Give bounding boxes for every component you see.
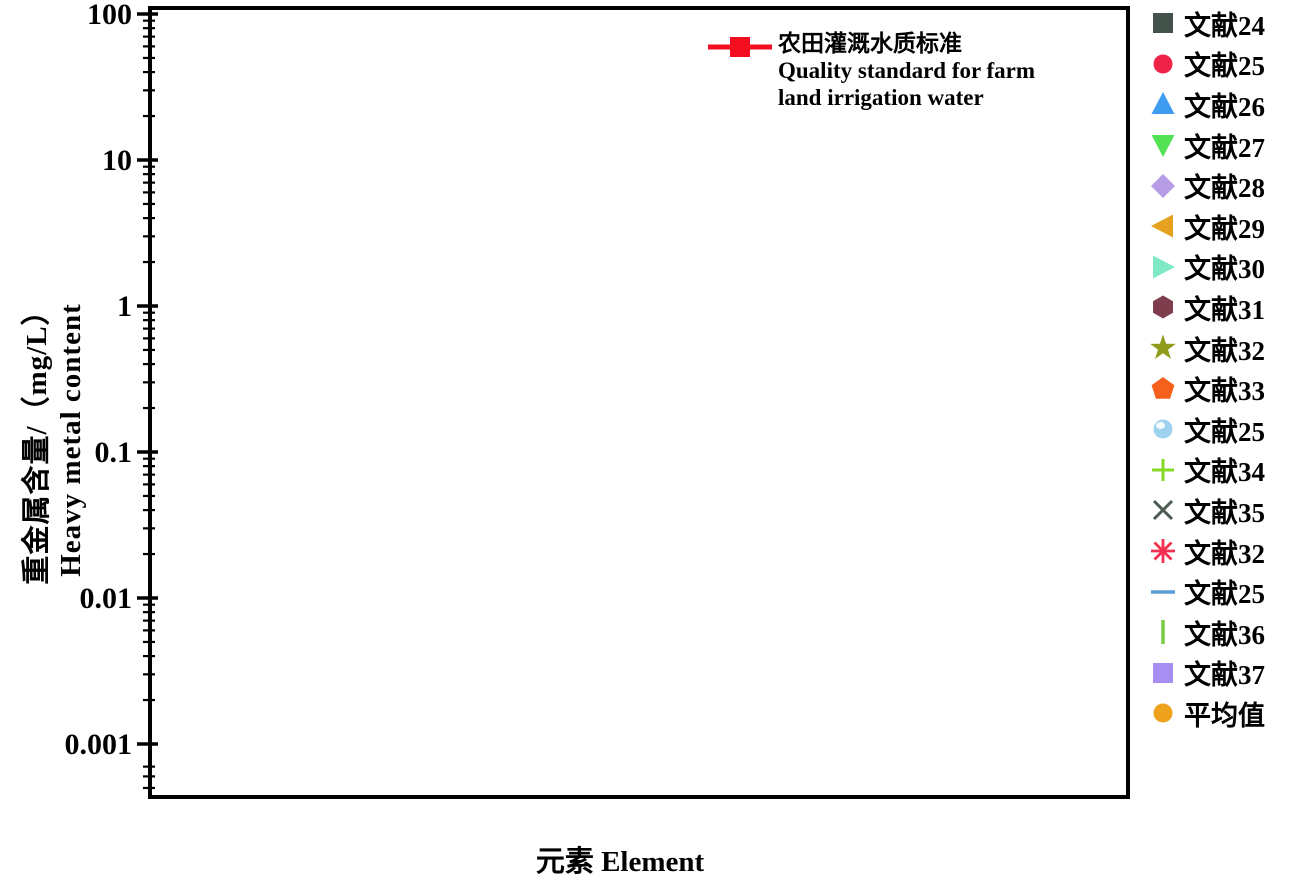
standard-line-label-en1: Quality standard for farm bbox=[778, 58, 1036, 83]
standard-line-legend: 农田灌溉水质标准 Quality standard for farm land … bbox=[706, 30, 1035, 111]
legend-label: 文献36 bbox=[1184, 619, 1265, 650]
legend-item-11: Zn 文献25 bbox=[1147, 409, 1265, 450]
svg-text:0.1: 0.1 bbox=[95, 436, 133, 469]
legend-marker-triangle-up-icon: Hg bbox=[1151, 92, 1175, 115]
legend-item-15: As 文献25 bbox=[1147, 571, 1265, 612]
legend-marker-circle-icon bbox=[1153, 54, 1173, 74]
legend-label: 文献34 bbox=[1184, 457, 1265, 488]
legend-item-14: 文献32 bbox=[1147, 531, 1265, 572]
legend-label: 文献26 bbox=[1184, 91, 1265, 122]
legend-item-18: 平均值 bbox=[1147, 693, 1265, 734]
legend-marker-star-icon: Pb bbox=[1150, 334, 1176, 359]
legend-label: 文献33 bbox=[1184, 376, 1265, 407]
legend-marker-circle-icon bbox=[1153, 703, 1173, 723]
legend-label: 文献27 bbox=[1184, 132, 1265, 163]
legend-marker-hdash-icon: As bbox=[1151, 589, 1175, 594]
legend-marker-plus-icon bbox=[1152, 458, 1174, 481]
legend-label: 文献30 bbox=[1184, 254, 1265, 285]
standard-line-label-cn: 农田灌溉水质标准 bbox=[778, 31, 962, 56]
legend-marker-diamond-icon: Cr bbox=[1151, 173, 1175, 198]
standard-line-label-en2: land irrigation water bbox=[778, 85, 984, 110]
legend-marker-sphere-icon: Zn bbox=[1153, 419, 1173, 439]
legend-item-10: 文献33 bbox=[1147, 368, 1265, 409]
legend-marker-triangle-left-icon bbox=[1151, 214, 1173, 238]
legend-item-6: 文献29 bbox=[1147, 206, 1265, 247]
legend-label: 文献25 bbox=[1184, 579, 1265, 610]
legend-marker-triangle-right-icon: Cd bbox=[1153, 255, 1175, 279]
legend-label: 文献31 bbox=[1184, 294, 1265, 325]
legend-label: 平均值 bbox=[1184, 700, 1265, 731]
legend-label: 文献28 bbox=[1184, 173, 1265, 204]
y-axis-title-en: Heavy metal content bbox=[54, 303, 87, 577]
legend-marker-vline-icon bbox=[1161, 620, 1165, 645]
legend-item-1: 文献24 bbox=[1147, 3, 1265, 44]
legend-marker-square-icon bbox=[1153, 13, 1173, 34]
legend-item-2: 文献25 bbox=[1147, 44, 1265, 85]
y-axis-title-cn: 重金属含量/（mg/L） bbox=[20, 295, 53, 585]
legend-item-12: 文献34 bbox=[1147, 450, 1265, 491]
legend: 文献24文献25Hg文献26文献27Cr文献28文献29Cd文献30文献31Pb… bbox=[1147, 3, 1265, 734]
legend-item-4: 文献27 bbox=[1147, 125, 1265, 166]
legend-marker-asterisk-icon bbox=[1151, 539, 1175, 564]
legend-item-17: 文献37 bbox=[1147, 653, 1265, 694]
legend-label: 文献25 bbox=[1184, 51, 1265, 82]
svg-text:100: 100 bbox=[87, 0, 132, 31]
svg-text:1: 1 bbox=[117, 290, 132, 323]
legend-item-5: Cr 文献28 bbox=[1147, 165, 1265, 206]
legend-marker-x-icon: Cu bbox=[1152, 500, 1174, 521]
legend-label: 文献32 bbox=[1184, 335, 1265, 366]
legend-item-9: Pb 文献32 bbox=[1147, 328, 1265, 369]
legend-label: 文献37 bbox=[1184, 660, 1265, 691]
y-axis-title: 重金属含量/（mg/L） Heavy metal content bbox=[14, 210, 87, 670]
legend-label: 文献32 bbox=[1184, 538, 1265, 569]
legend-item-16: 文献36 bbox=[1147, 612, 1265, 653]
legend-marker-pentagon-icon bbox=[1151, 376, 1175, 399]
legend-item-3: Hg 文献26 bbox=[1147, 84, 1265, 125]
legend-label: 文献25 bbox=[1184, 416, 1265, 447]
legend-item-8: 文献31 bbox=[1147, 287, 1265, 328]
svg-text:0.01: 0.01 bbox=[80, 582, 133, 615]
legend-item-7: Cd 文献30 bbox=[1147, 247, 1265, 288]
standard-line-marker-icon bbox=[708, 37, 772, 57]
legend-label: 文献24 bbox=[1184, 10, 1265, 41]
svg-text:0.001: 0.001 bbox=[65, 728, 133, 761]
legend-marker-triangle-down-icon bbox=[1151, 135, 1175, 158]
legend-marker-hexagon-icon bbox=[1153, 295, 1173, 319]
x-axis-title: 元素 Element bbox=[535, 846, 705, 878]
legend-label: 文献29 bbox=[1184, 213, 1265, 244]
legend-item-13: Cu 文献35 bbox=[1147, 490, 1265, 531]
svg-text:10: 10 bbox=[102, 144, 132, 177]
legend-marker-square-icon bbox=[1153, 662, 1173, 683]
legend-label: 文献35 bbox=[1184, 497, 1265, 528]
